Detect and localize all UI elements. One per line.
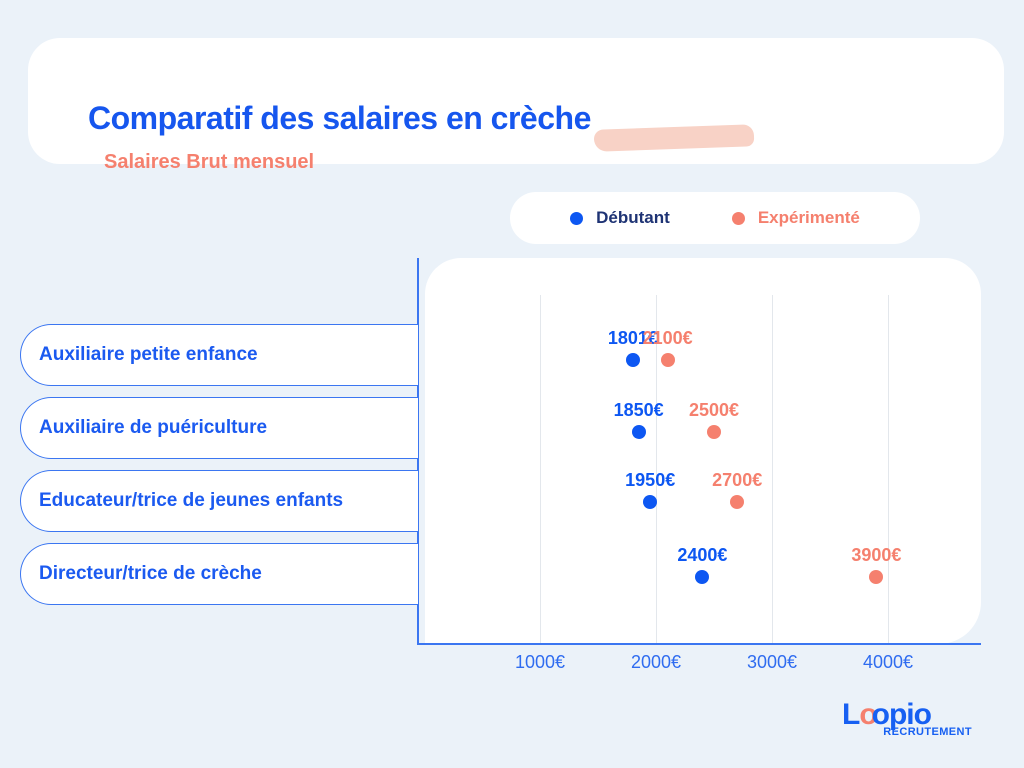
data-point-dot bbox=[631, 425, 646, 439]
legend-item-debutant: Débutant bbox=[570, 208, 670, 228]
data-point-label: 2700€ bbox=[712, 470, 763, 490]
title-highlight-stroke bbox=[593, 124, 755, 152]
category-label: Directeur/trice de crèche bbox=[39, 563, 262, 584]
category-pill: Directeur/trice de crèche bbox=[20, 543, 418, 605]
category-pill: Auxiliaire petite enfance bbox=[20, 324, 418, 386]
category-label: Auxiliaire petite enfance bbox=[39, 344, 258, 365]
x-tick-label: 1000€ bbox=[514, 652, 566, 672]
logo-coral-o-icon: o bbox=[859, 698, 877, 731]
title-card: Comparatif des salaires en crèche Salair… bbox=[28, 38, 1004, 173]
x-axis-line bbox=[417, 643, 981, 645]
data-point-dot bbox=[707, 425, 721, 439]
data-point-dot bbox=[869, 570, 884, 584]
legend-label: Expérimenté bbox=[757, 208, 860, 227]
category-label: Educateur/trice de jeunes enfants bbox=[39, 490, 344, 511]
category-pill: Educateur/trice de jeunes enfants bbox=[20, 470, 418, 532]
data-point-dot bbox=[695, 570, 710, 584]
data-point-label: 3900€ bbox=[851, 545, 902, 565]
logo-wordmark: Loopio bbox=[842, 698, 932, 731]
category-label: Auxiliaire de puériculture bbox=[39, 417, 268, 438]
gridline bbox=[888, 295, 889, 643]
x-tick-label: 2000€ bbox=[630, 652, 682, 672]
data-point-dot bbox=[660, 353, 675, 367]
data-point-dot bbox=[643, 495, 658, 509]
data-point-label: 1801€ bbox=[607, 328, 658, 348]
y-axis-line bbox=[417, 258, 419, 645]
gridline bbox=[656, 295, 657, 643]
chart-plot-panel bbox=[425, 258, 981, 644]
data-point-label: 2400€ bbox=[677, 545, 728, 565]
data-point-label: 2100€ bbox=[642, 328, 693, 348]
x-tick-label: 4000€ bbox=[862, 652, 914, 672]
data-point-label: 1950€ bbox=[625, 470, 676, 490]
gridline bbox=[540, 295, 541, 643]
data-point-dot bbox=[625, 353, 640, 367]
chart-legend: Débutant Expérimenté bbox=[510, 192, 920, 244]
x-tick-label: 3000€ bbox=[746, 652, 798, 672]
data-point-label: 2500€ bbox=[688, 400, 740, 420]
data-point-dot bbox=[730, 495, 745, 509]
gridline bbox=[772, 295, 773, 643]
data-point-label: 1850€ bbox=[613, 400, 664, 420]
legend-label: Débutant bbox=[596, 208, 670, 227]
debutant-dot-icon bbox=[570, 211, 584, 225]
experimente-dot-icon bbox=[731, 211, 745, 225]
category-pill: Auxiliaire de puériculture bbox=[20, 397, 418, 459]
legend-item-experimente: Expérimenté bbox=[731, 208, 860, 228]
page-subtitle: Salaires Brut mensuel bbox=[104, 151, 315, 173]
loopio-logo: Loopio RECRUTEMENT bbox=[842, 698, 972, 738]
page-title: Comparatif des salaires en crèche bbox=[88, 100, 591, 136]
logo-subtext: RECRUTEMENT bbox=[883, 726, 972, 738]
